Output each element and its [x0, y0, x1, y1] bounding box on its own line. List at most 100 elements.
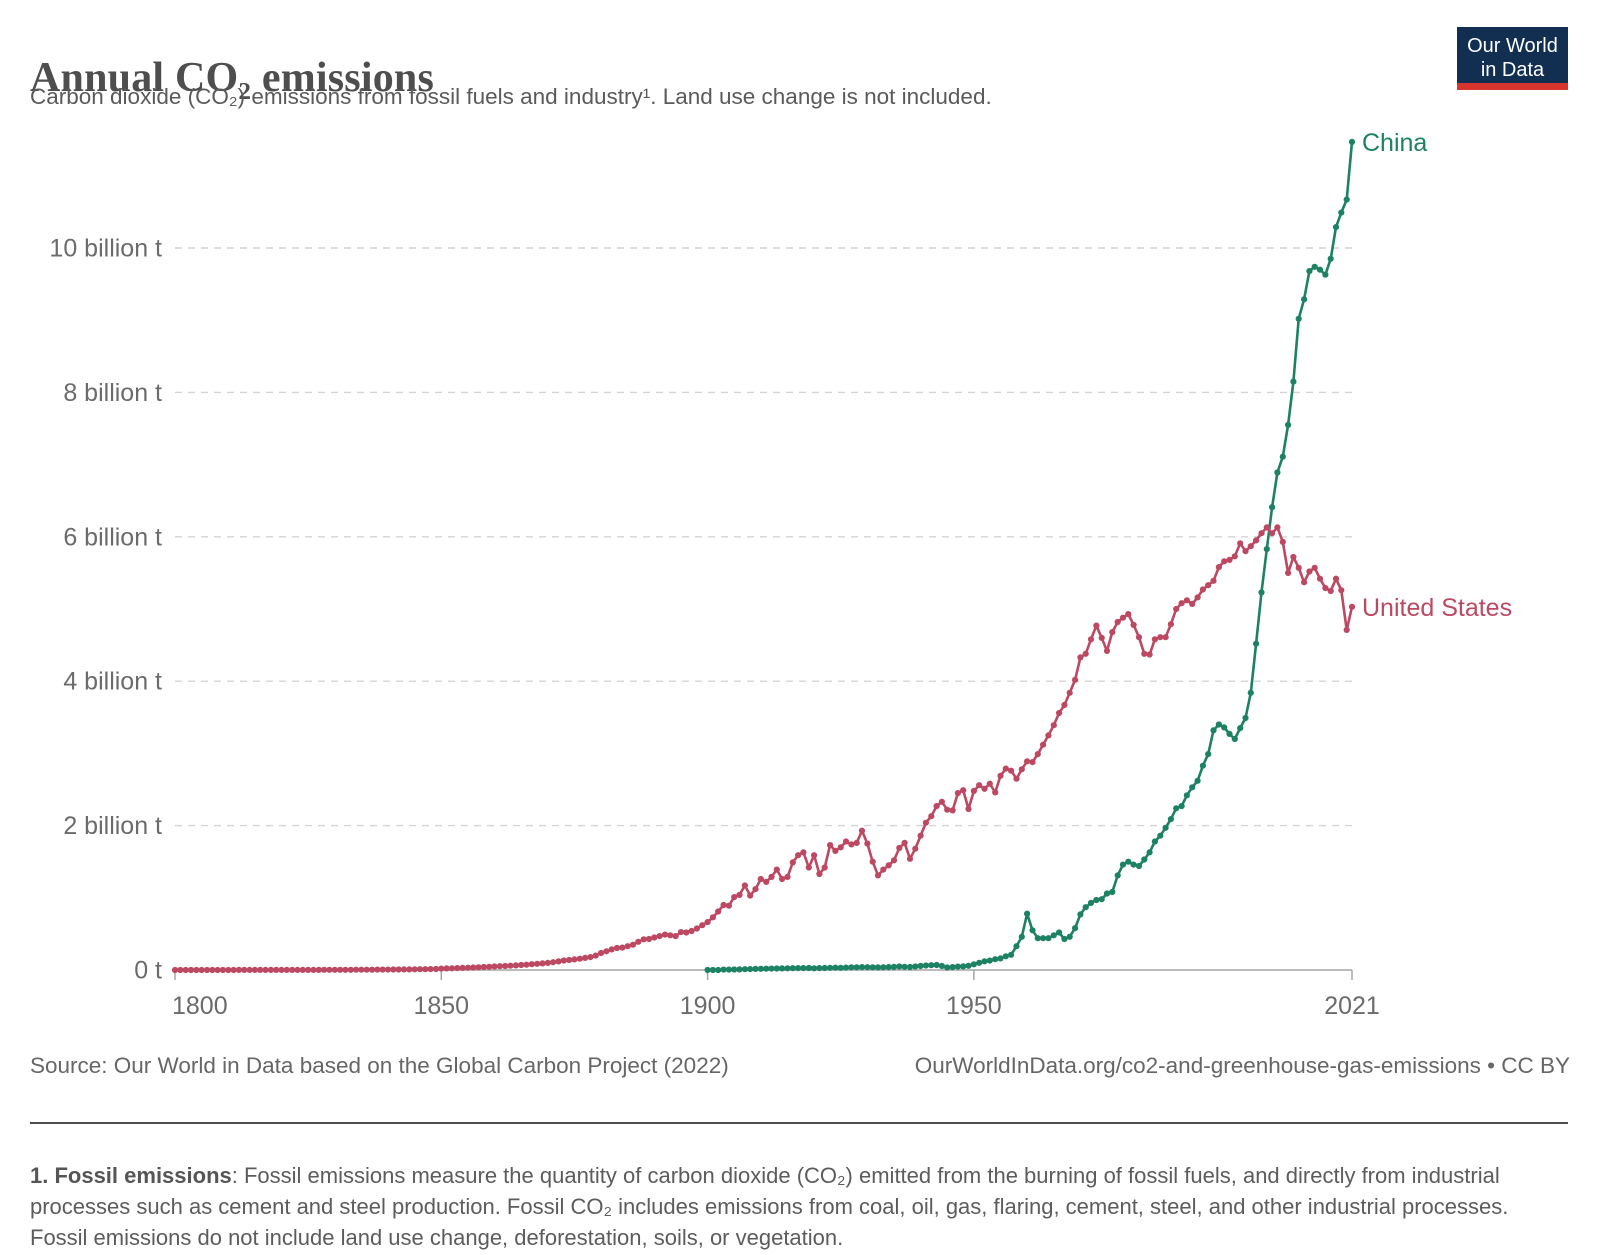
data-point-china	[805, 964, 812, 972]
data-point-united-states	[976, 782, 983, 789]
data-point-united-states	[773, 866, 780, 873]
data-point-china	[1109, 888, 1116, 896]
data-point-united-states	[299, 966, 306, 974]
data-point-united-states	[571, 956, 578, 963]
y-axis-label: 10 billion t	[49, 235, 162, 263]
data-point-united-states	[1327, 587, 1334, 595]
data-point-united-states	[598, 949, 605, 957]
owid-logo-line1: Our World	[1467, 35, 1558, 57]
data-point-china	[773, 965, 780, 972]
data-point-united-states	[171, 966, 179, 974]
data-point-china	[784, 965, 791, 972]
data-point-united-states	[454, 965, 461, 972]
data-point-china	[821, 964, 828, 972]
data-point-china	[981, 958, 988, 965]
data-point-united-states	[842, 838, 850, 845]
data-point-united-states	[1247, 543, 1254, 550]
data-point-united-states	[582, 954, 589, 962]
data-point-united-states	[1151, 636, 1158, 643]
data-point-united-states	[624, 943, 631, 950]
data-point-united-states	[267, 966, 274, 974]
data-point-china	[1008, 951, 1015, 958]
data-point-china	[1114, 872, 1121, 879]
data-point-united-states	[651, 934, 658, 941]
data-point-united-states	[225, 966, 232, 974]
data-point-united-states	[986, 780, 993, 787]
data-point-united-states	[1135, 634, 1143, 641]
data-point-china	[896, 963, 903, 970]
data-point-united-states	[331, 966, 338, 973]
y-axis-label: 2 billion t	[63, 812, 162, 840]
data-point-united-states	[816, 870, 823, 878]
data-point-united-states	[491, 963, 498, 970]
data-point-united-states	[704, 919, 711, 926]
owid-logo[interactable]: Our World in Data	[1457, 27, 1568, 90]
data-point-china	[1247, 689, 1254, 696]
data-point-china	[837, 964, 844, 971]
data-point-china	[1348, 138, 1356, 145]
data-point-united-states	[411, 966, 418, 973]
data-point-united-states	[326, 966, 333, 973]
emissions-chart: 0 t 2 billion t 4 billion t 6 billion t 8 bi…	[49, 129, 1512, 1020]
owid-logo-stripe	[1457, 83, 1568, 90]
x-axis-label: 1900	[680, 992, 736, 1020]
data-point-united-states	[587, 954, 594, 961]
data-point-united-states	[1050, 722, 1057, 729]
data-point-united-states	[1205, 582, 1212, 589]
data-point-china	[853, 964, 860, 971]
data-point-china	[1279, 453, 1286, 460]
data-point-united-states	[1332, 575, 1340, 582]
footer-link[interactable]: OurWorldInData.org/co2-and-greenhouse-ga…	[914, 1053, 1570, 1078]
data-point-united-states	[544, 959, 551, 967]
data-point-united-states	[283, 966, 290, 974]
data-point-united-states	[379, 966, 386, 973]
data-point-united-states	[795, 852, 802, 859]
data-point-china	[1151, 838, 1158, 845]
chart-title: Annual CO₂ emissions	[30, 55, 435, 102]
data-point-united-states	[699, 922, 706, 929]
data-point-china	[1290, 378, 1297, 385]
data-point-china	[715, 966, 722, 974]
data-point-china	[938, 962, 946, 970]
data-point-china	[1173, 805, 1180, 812]
data-point-united-states	[496, 963, 503, 970]
data-point-united-states	[576, 955, 583, 962]
data-point-united-states	[369, 966, 376, 973]
x-axis-label: 1850	[413, 992, 469, 1020]
data-point-united-states	[289, 966, 296, 974]
data-point-united-states	[896, 844, 903, 852]
data-point-united-states	[1348, 603, 1356, 610]
data-point-china	[1295, 315, 1302, 322]
data-point-united-states	[464, 964, 471, 971]
data-point-china	[1141, 856, 1148, 863]
data-point-united-states	[518, 961, 525, 969]
data-point-united-states	[1189, 600, 1196, 608]
data-point-china	[757, 965, 764, 972]
data-point-united-states	[1263, 524, 1270, 531]
data-point-china	[1183, 792, 1190, 799]
data-point-united-states	[246, 966, 253, 974]
data-point-united-states	[1279, 538, 1286, 546]
data-point-china	[1098, 896, 1105, 903]
data-point-united-states	[480, 963, 487, 971]
data-point-united-states	[1285, 569, 1292, 577]
data-point-united-states	[811, 852, 818, 859]
series-label-china: China	[1362, 129, 1427, 157]
data-point-united-states	[1146, 651, 1153, 658]
data-point-united-states	[688, 927, 695, 935]
data-point-china	[1285, 421, 1292, 428]
data-point-united-states	[944, 806, 951, 813]
data-point-china	[736, 966, 743, 973]
data-point-china	[816, 965, 823, 972]
series-label-united-states: United States	[1362, 594, 1512, 622]
data-point-china	[1087, 899, 1095, 907]
data-point-united-states	[400, 966, 408, 973]
data-point-china	[1146, 849, 1153, 856]
data-point-china	[1066, 933, 1073, 940]
data-point-china	[1189, 784, 1196, 791]
data-point-china	[1194, 777, 1201, 784]
data-point-united-states	[949, 807, 956, 814]
data-point-united-states	[406, 966, 413, 973]
data-point-united-states	[954, 790, 962, 797]
data-point-china	[1253, 640, 1260, 647]
